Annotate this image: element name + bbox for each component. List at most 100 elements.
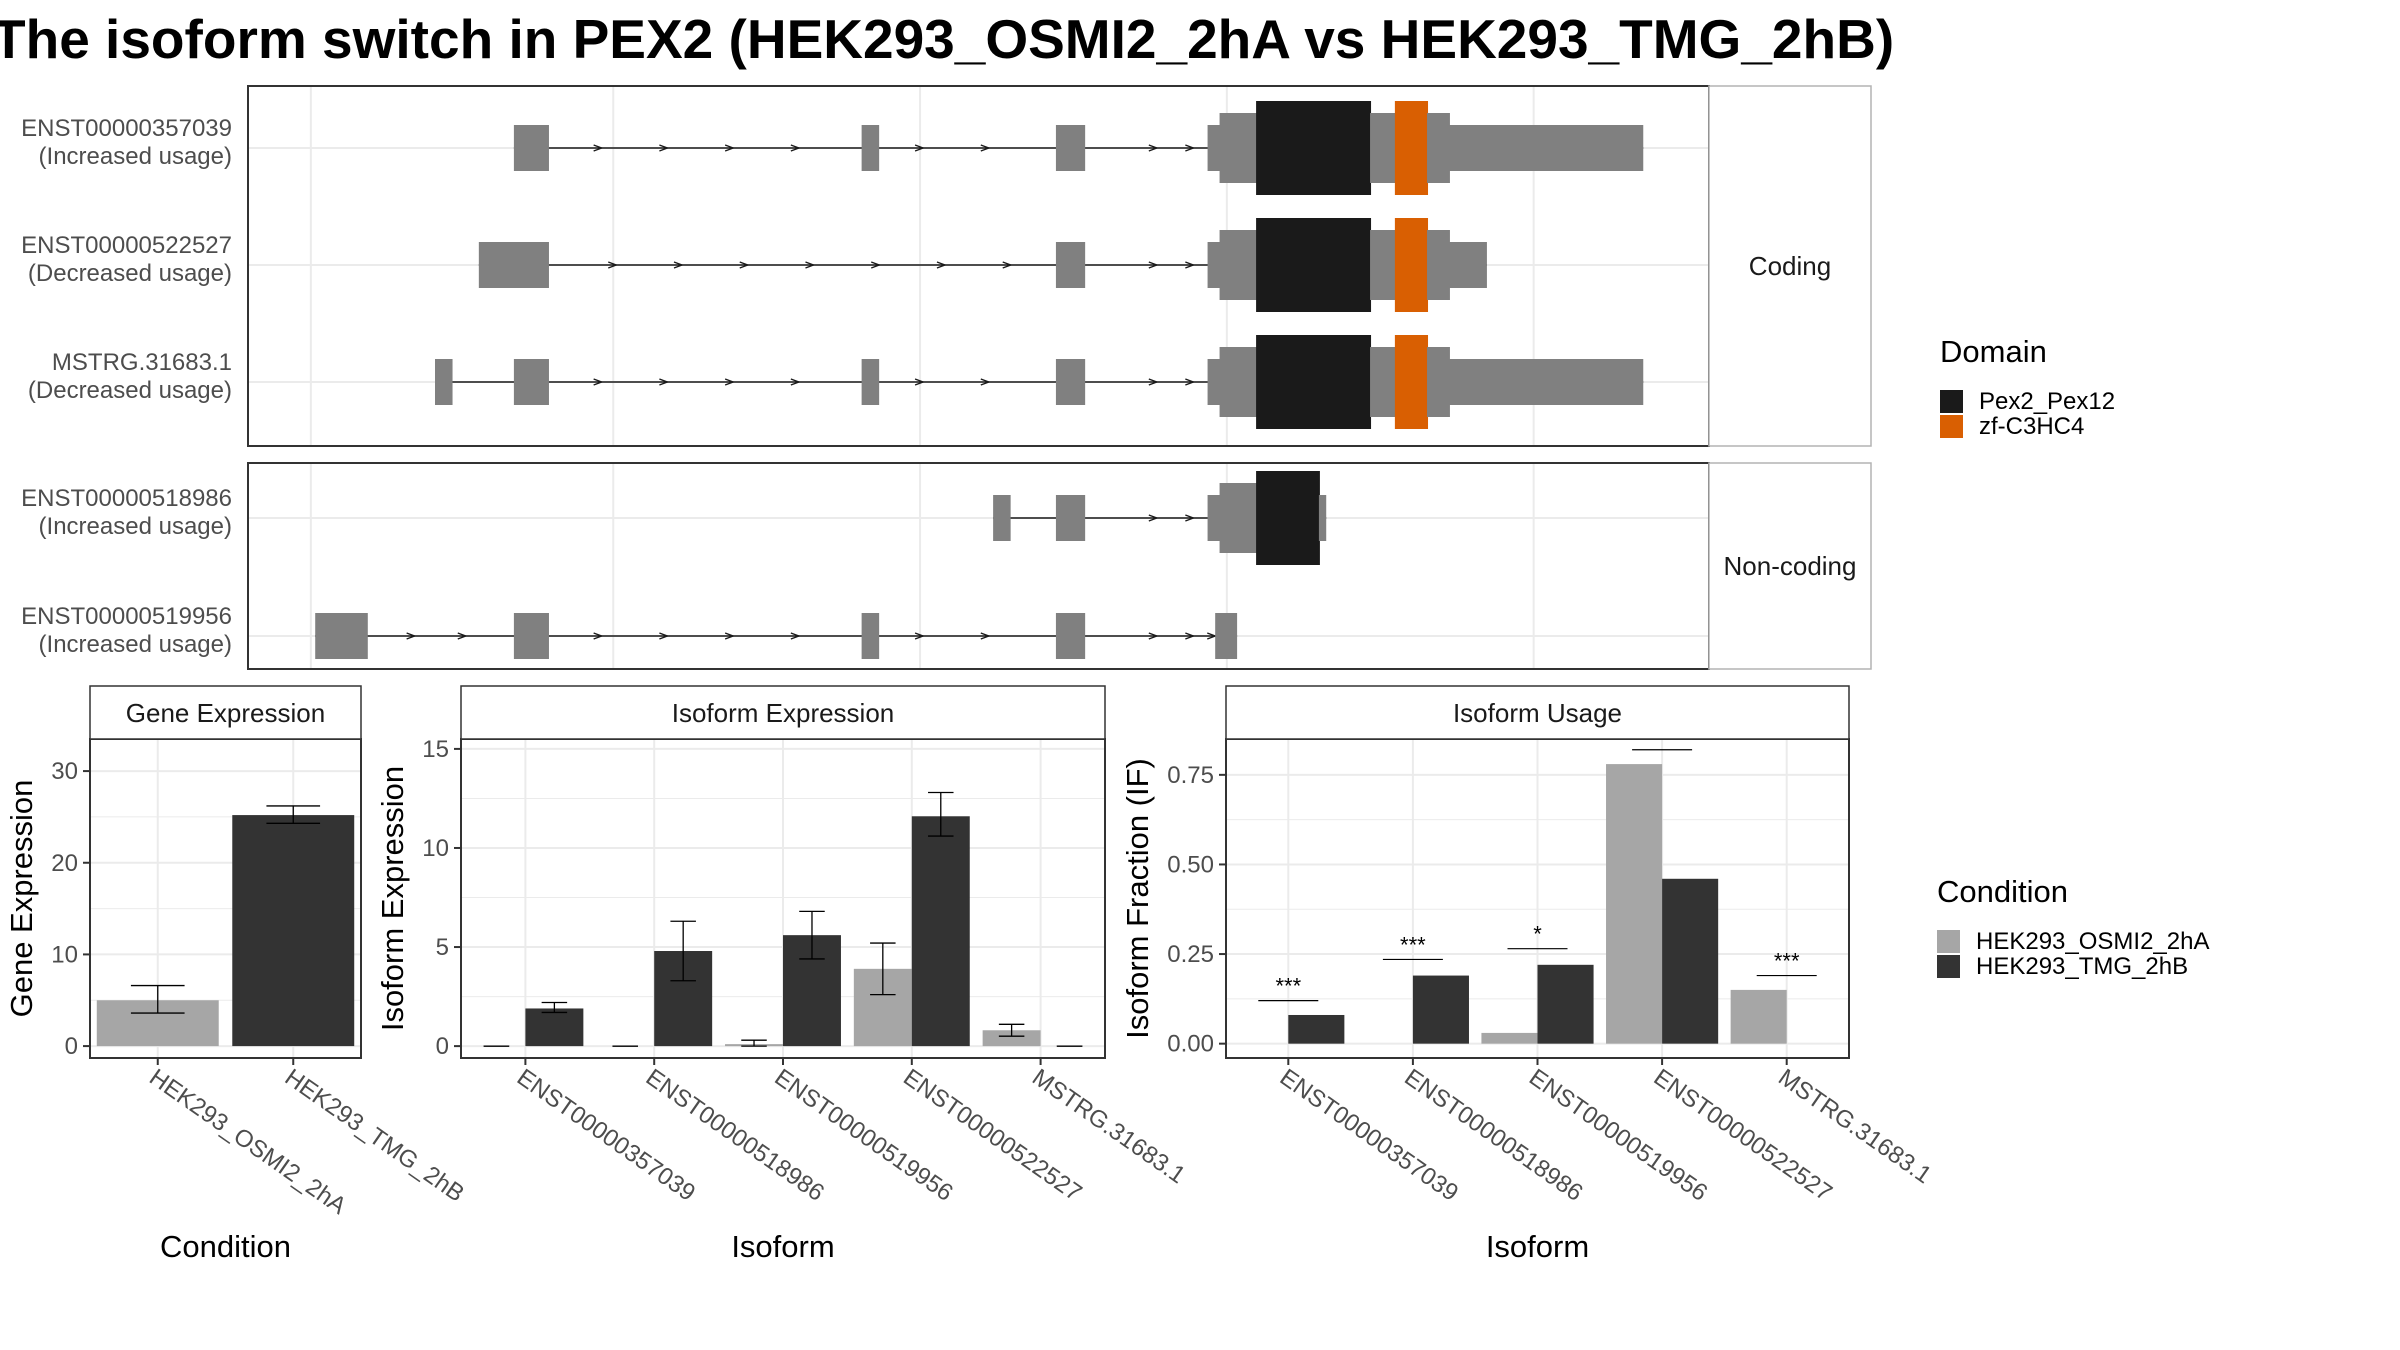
legend-swatch <box>1940 415 1963 438</box>
significance-label: *** <box>1275 974 1301 999</box>
x-axis-title: Condition <box>160 1229 291 1264</box>
facet-strip <box>89 685 362 740</box>
facet-strip-label: Gene Expression <box>126 698 325 728</box>
direction-arrow <box>659 632 670 640</box>
y-tick-label: 20 <box>51 850 78 877</box>
direction-arrow <box>659 144 670 152</box>
y-axis-title: Gene Expression <box>4 780 39 1018</box>
bar <box>1412 975 1469 1044</box>
legend-label: zf-C3HC4 <box>1979 413 2084 440</box>
y-tick-label: 5 <box>436 934 449 961</box>
direction-arrow <box>593 144 604 152</box>
utr-exon <box>1219 113 1258 183</box>
facet-strip-label: Isoform Usage <box>1453 698 1622 728</box>
legend-label: HEK293_OSMI2_2hA <box>1976 928 2209 955</box>
direction-arrow <box>1185 632 1196 640</box>
direction-arrow <box>936 261 947 269</box>
exon <box>1215 613 1238 659</box>
transcript-usage-label: (Decreased usage) <box>28 377 232 404</box>
direction-arrow <box>593 378 604 386</box>
bar <box>525 1008 584 1047</box>
legend-title: Condition <box>1937 874 2068 909</box>
transcript-usage-label: (Increased usage) <box>39 513 232 540</box>
exon <box>513 125 549 171</box>
exon <box>315 613 368 659</box>
zf-c3hc4-domain <box>1394 101 1429 195</box>
y-tick-label: 0 <box>436 1033 449 1060</box>
exon <box>861 125 880 171</box>
direction-arrow <box>724 144 736 152</box>
y-tick-label: 30 <box>51 758 78 785</box>
exon <box>478 242 549 288</box>
transcript-id-label: MSTRG.31683.1 <box>52 349 232 376</box>
utr-exon <box>1207 495 1222 541</box>
direction-arrow <box>659 378 670 386</box>
transcript-MSTRG.31683.1 <box>435 335 1644 429</box>
direction-arrow <box>739 261 750 269</box>
significance-label: * <box>1533 922 1542 947</box>
direction-arrow <box>1185 144 1196 152</box>
facet-strip <box>1708 85 1872 447</box>
direction-arrow <box>1148 378 1159 386</box>
direction-arrow <box>914 144 926 152</box>
direction-arrow <box>593 632 604 640</box>
direction-arrow <box>673 261 684 269</box>
facet-strip <box>1225 685 1850 740</box>
direction-arrow <box>914 378 926 386</box>
direction-arrow <box>1148 632 1159 640</box>
bar <box>1662 878 1719 1044</box>
facet-strip-label: Coding <box>1749 251 1831 281</box>
transcript-ENST00000357039 <box>513 101 1644 195</box>
significance-label: *** <box>1400 932 1426 957</box>
utr-exon <box>1427 113 1450 183</box>
y-axis-title: Isoform Expression <box>375 766 410 1031</box>
pex2-pex12-domain <box>1256 471 1320 565</box>
direction-arrow <box>790 632 801 640</box>
utr-exon <box>1318 495 1327 541</box>
facet-strip <box>460 685 1106 740</box>
bar <box>982 1030 1041 1047</box>
y-tick-label: 0 <box>65 1033 78 1060</box>
isoform-structure-panels: ENST00000357039(Increased usage)ENST0000… <box>21 85 1872 670</box>
exon <box>861 613 880 659</box>
y-tick-label: 10 <box>51 941 78 968</box>
facet-strip <box>1708 462 1872 670</box>
bar <box>1481 1032 1538 1044</box>
direction-arrow <box>790 378 801 386</box>
direction-arrow <box>980 144 991 152</box>
direction-arrow <box>805 261 816 269</box>
utr-exon <box>1207 359 1222 405</box>
utr-exon <box>1448 125 1644 171</box>
exon <box>1055 359 1086 405</box>
utr-exon <box>1370 347 1396 417</box>
x-axis-title: Isoform <box>731 1229 834 1264</box>
utr-exon <box>1219 347 1258 417</box>
exon <box>1055 495 1086 541</box>
y-tick-label: 0.25 <box>1167 941 1214 968</box>
utr-exon <box>1427 230 1450 300</box>
bar <box>1730 989 1787 1044</box>
legend-swatch <box>1937 955 1960 978</box>
transcript-ENST00000518986 <box>993 471 1327 565</box>
direction-arrow <box>790 144 801 152</box>
noncoding-structure-panel: ENST00000518986(Increased usage)ENST0000… <box>21 462 1872 670</box>
pex2-pex12-domain <box>1256 335 1372 429</box>
exon <box>513 359 549 405</box>
direction-arrow <box>1185 261 1196 269</box>
direction-arrow <box>870 261 882 269</box>
zf-c3hc4-domain <box>1394 218 1429 312</box>
exon <box>513 613 549 659</box>
direction-arrow <box>1148 144 1159 152</box>
y-tick-label: 10 <box>422 835 449 862</box>
coding-structure-panel: ENST00000357039(Increased usage) ENST0000… <box>21 85 1872 447</box>
utr-exon <box>1448 242 1487 288</box>
utr-exon <box>1207 242 1222 288</box>
exon <box>1055 613 1086 659</box>
y-axis-title: Isoform Fraction (IF) <box>1120 758 1155 1039</box>
exon <box>435 359 453 405</box>
significance-label: *** <box>1774 949 1800 974</box>
transcript-id-label: ENST00000519956 <box>21 603 232 630</box>
transcript-usage-label: (Increased usage) <box>39 143 232 170</box>
